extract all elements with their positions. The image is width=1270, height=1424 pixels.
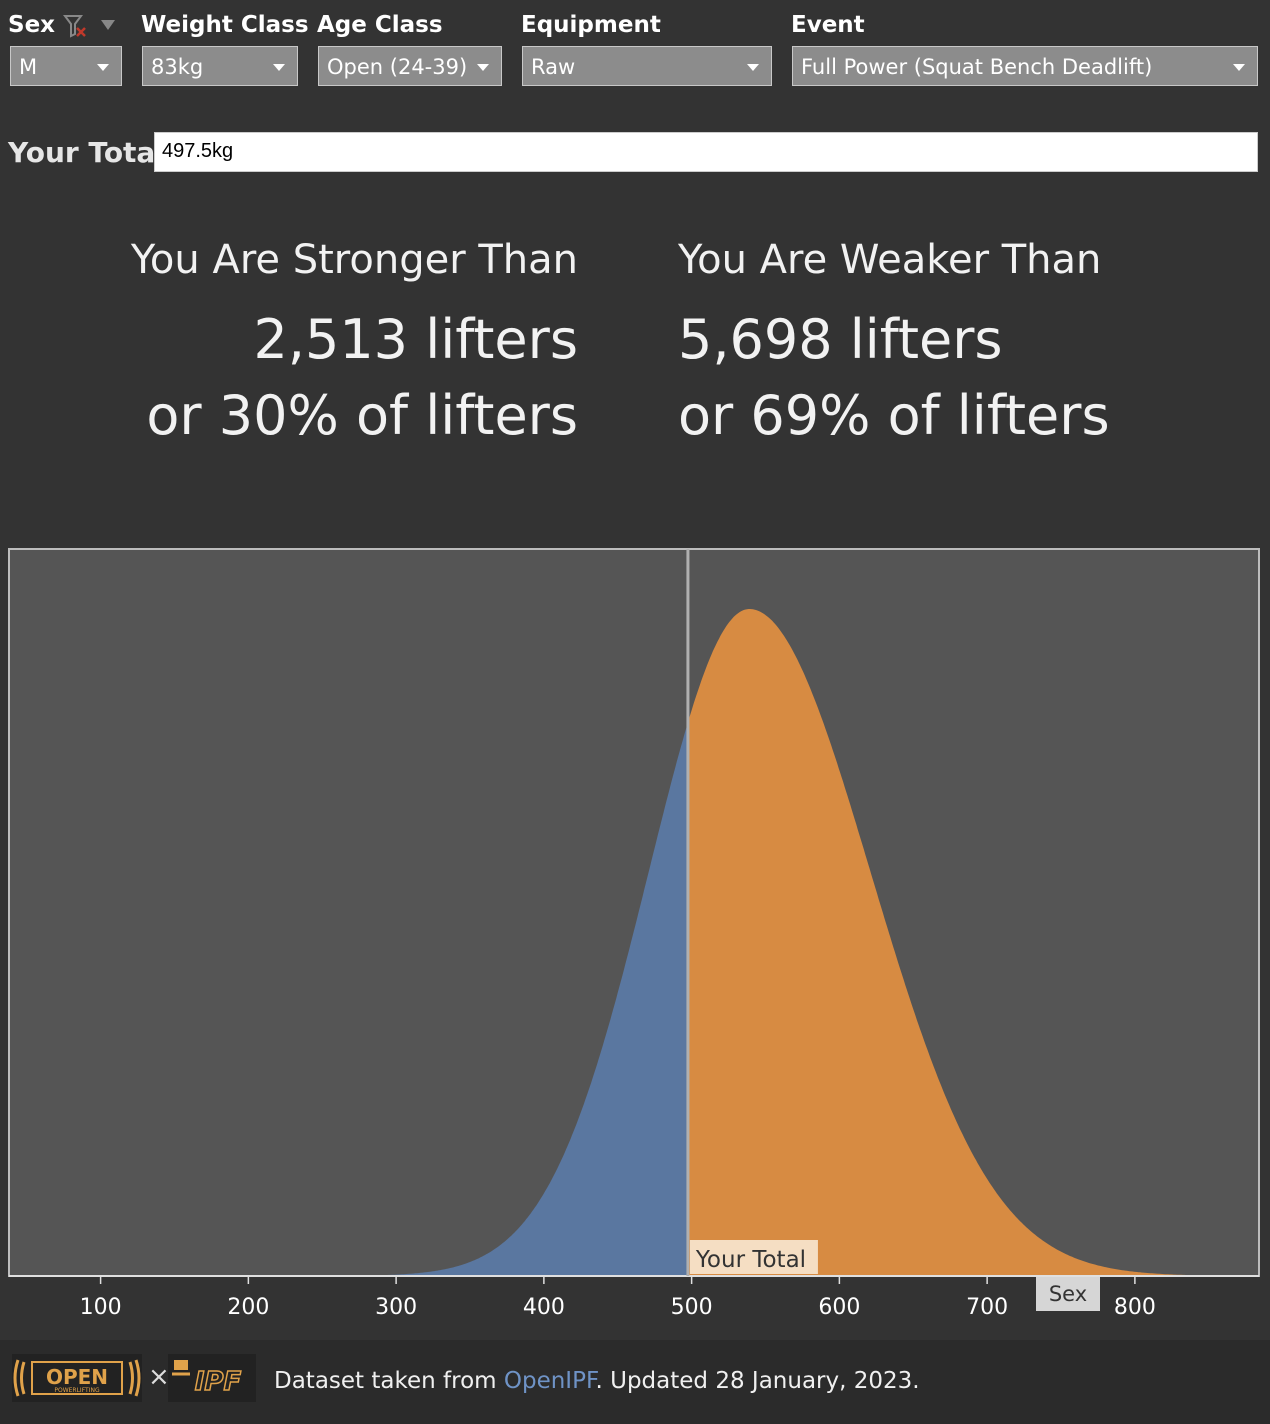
your-total-label: Your Total xyxy=(8,136,165,169)
ipf-logo-text: IPF xyxy=(195,1367,242,1397)
age-class-select-value: Open (24-39) xyxy=(327,55,468,79)
age-class-select[interactable]: Open (24-39) xyxy=(318,46,502,86)
age-class-filter-label: Age Class xyxy=(317,12,443,38)
distribution-chart-svg: 100 200 300 400 500 600 700 800 Your Total Sex xyxy=(8,548,1260,1320)
equipment-select-value: Raw xyxy=(531,55,576,79)
event-select-value: Full Power (Squat Bench Deadlift) xyxy=(801,55,1153,79)
stronger-than-percent: or 30% of lifters xyxy=(146,384,578,447)
sex-legend-badge-label: Sex xyxy=(1049,1282,1087,1306)
openpowerlifting-logo[interactable]: OPEN POWERLIFTING xyxy=(12,1354,142,1402)
stronger-than-block: You Are Stronger Than 2,513 lifters or 3… xyxy=(131,232,578,454)
x-tick-label: 800 xyxy=(1114,1295,1156,1320)
weaker-than-count: 5,698 lifters xyxy=(678,308,1003,371)
x-tick-label: 200 xyxy=(227,1295,269,1320)
footer-prefix: Dataset taken from xyxy=(274,1368,504,1394)
x-tick-label: 300 xyxy=(375,1295,417,1320)
x-tick-label: 400 xyxy=(523,1295,565,1320)
area-above-total[interactable] xyxy=(687,609,1212,1276)
x-tick-label: 700 xyxy=(966,1295,1008,1320)
area-below-total[interactable] xyxy=(233,722,688,1276)
sex-select[interactable]: M xyxy=(10,46,122,86)
event-filter-label: Event xyxy=(791,12,865,38)
openpowerlifting-logo-text: OPEN xyxy=(46,1365,108,1389)
weaker-than-title: You Are Weaker Than xyxy=(678,237,1102,283)
logo-separator: × xyxy=(148,1362,170,1392)
chevron-down-icon xyxy=(1233,64,1245,71)
weaker-than-percent: or 69% of lifters xyxy=(678,384,1110,447)
weaker-than-block: You Are Weaker Than 5,698 lifters or 69%… xyxy=(678,232,1110,454)
stronger-than-title: You Are Stronger Than xyxy=(130,237,578,283)
sex-legend-badge[interactable] xyxy=(1036,1277,1100,1311)
equipment-filter-label: Equipment xyxy=(521,12,661,38)
weight-class-filter-label: Weight Class xyxy=(141,12,309,38)
openipf-link[interactable]: OpenIPF xyxy=(503,1368,596,1394)
x-tick-label: 100 xyxy=(80,1295,122,1320)
equipment-select[interactable]: Raw xyxy=(522,46,772,86)
footer: OPEN POWERLIFTING × IPF Dataset taken fr… xyxy=(0,1340,1270,1424)
footer-text: Dataset taken from OpenIPF. Updated 28 J… xyxy=(274,1368,920,1394)
chevron-down-icon xyxy=(273,64,285,71)
ipf-logo[interactable]: IPF xyxy=(168,1354,256,1402)
stronger-than-count: 2,513 lifters xyxy=(253,308,578,371)
x-tick-label: 500 xyxy=(671,1295,713,1320)
sex-filter-label: Sex xyxy=(8,12,55,38)
clear-filter-icon[interactable] xyxy=(62,12,120,40)
your-total-marker-label: Your Total xyxy=(695,1247,806,1273)
weight-class-select[interactable]: 83kg xyxy=(142,46,298,86)
chevron-down-icon xyxy=(97,64,109,71)
chevron-down-icon xyxy=(747,64,759,71)
distribution-chart: 100 200 300 400 500 600 700 800 Your Total Sex xyxy=(8,548,1260,1338)
chevron-down-icon xyxy=(477,64,489,71)
openpowerlifting-logo-subtext: POWERLIFTING xyxy=(54,1387,100,1394)
event-select[interactable]: Full Power (Squat Bench Deadlift) xyxy=(792,46,1258,86)
your-total-marker-label-bg xyxy=(689,1240,818,1274)
x-tick-label: 600 xyxy=(818,1295,860,1320)
sex-select-value: M xyxy=(19,55,38,79)
weight-class-select-value: 83kg xyxy=(151,55,204,79)
your-total-input[interactable]: 497.5kg xyxy=(154,132,1258,172)
footer-suffix: . Updated 28 January, 2023. xyxy=(595,1368,920,1394)
